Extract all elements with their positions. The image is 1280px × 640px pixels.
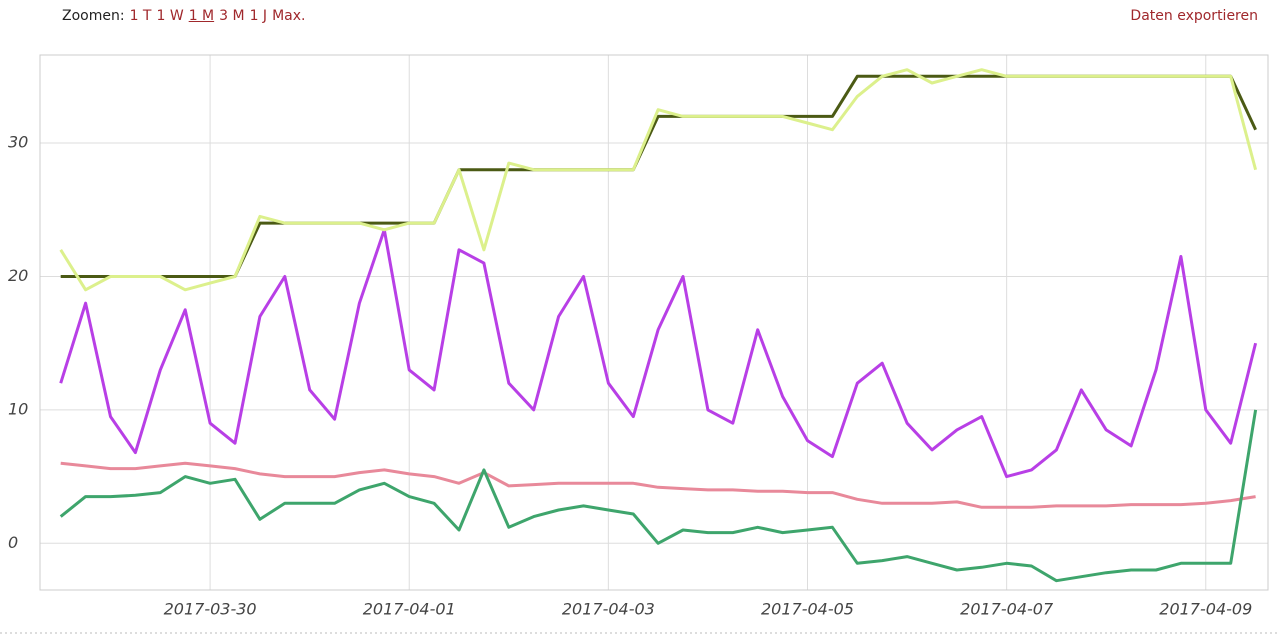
series-line — [60, 461, 1256, 509]
zoom-option[interactable]: 3 M — [219, 8, 245, 24]
export-link[interactable]: Daten exportieren — [1130, 8, 1258, 24]
zoom-label: Zoomen: — [62, 8, 125, 24]
y-tick-label: 0 — [8, 533, 18, 552]
series-line — [59, 68, 1258, 292]
x-tick-label: 2017-03-30 — [164, 600, 257, 619]
series-line — [60, 74, 1257, 278]
x-tick-label: 2017-04-05 — [761, 600, 854, 619]
x-tick-label: 2017-04-07 — [960, 600, 1054, 619]
zoom-option[interactable]: 1 M — [188, 8, 215, 24]
x-tick-label: 2017-04-03 — [562, 600, 655, 619]
plot-frame — [39, 54, 1269, 591]
zoom-option[interactable]: 1 J — [249, 8, 268, 24]
series-line — [59, 409, 1258, 583]
y-tick-label: 10 — [8, 399, 28, 418]
zoom-option[interactable]: 1 W — [156, 8, 184, 24]
y-tick-label: 30 — [8, 133, 28, 152]
zoom-option[interactable]: Max. — [272, 8, 306, 24]
zoom-option[interactable]: 1 T — [129, 8, 152, 24]
y-tick-label: 20 — [8, 266, 28, 285]
x-tick-label: 2017-04-09 — [1159, 600, 1252, 619]
x-tick-label: 2017-04-01 — [363, 600, 456, 619]
series-line — [59, 228, 1258, 479]
